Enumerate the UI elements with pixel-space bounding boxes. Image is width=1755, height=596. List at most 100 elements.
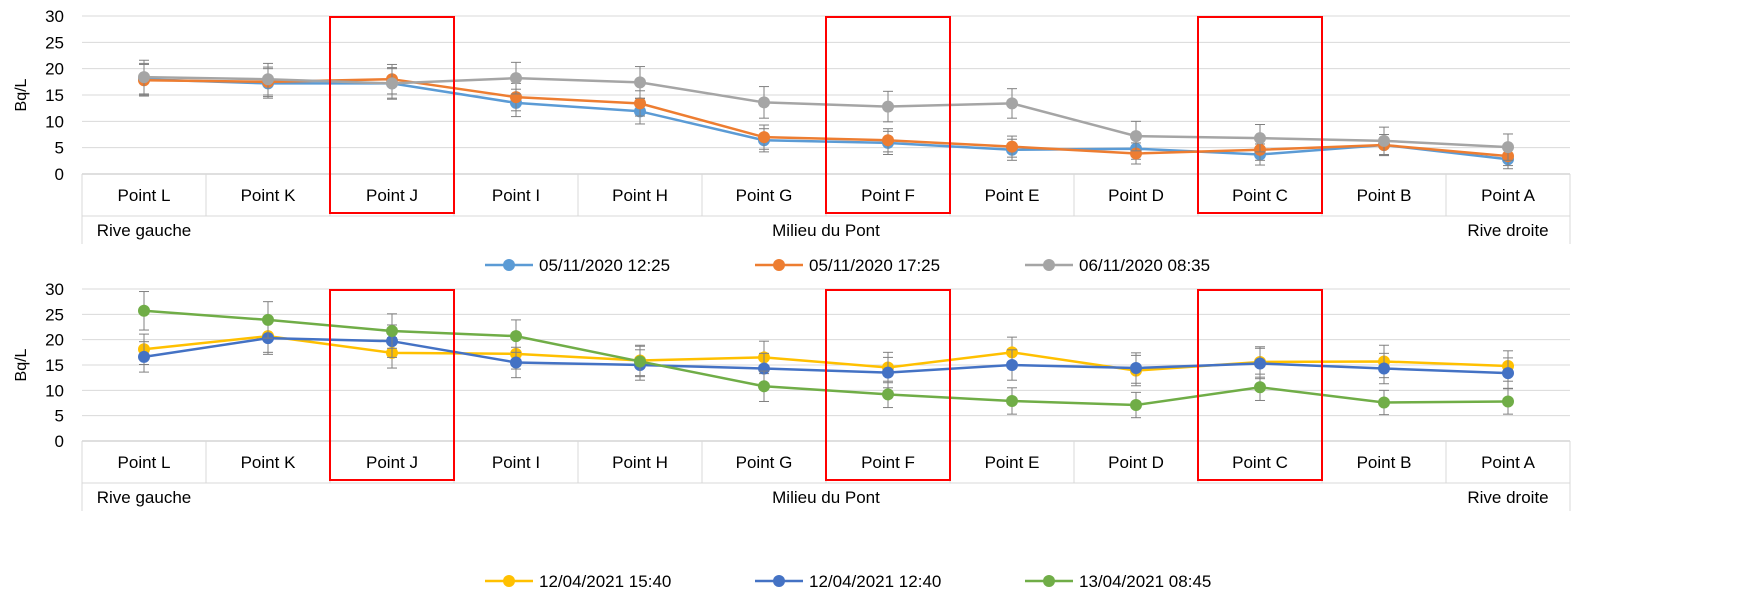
x-tick-label-point-d: Point D: [1108, 186, 1164, 205]
data-point: [882, 134, 894, 147]
x-tick-label-point-b: Point B: [1357, 186, 1412, 205]
highlight-box-point-c: [1197, 289, 1323, 481]
y-tick-label: 10: [45, 112, 64, 131]
y-tick-label: 20: [45, 331, 64, 350]
legend-marker: [773, 259, 785, 271]
legend-marker: [503, 575, 515, 587]
group-label-rive-droite: Rive droite: [1467, 221, 1548, 240]
y-tick-label: 25: [45, 305, 64, 324]
legend-label: 06/11/2020 08:35: [1079, 256, 1210, 275]
y-axis-label: Bq/L: [13, 348, 30, 381]
legend-entry-12-04-2021-12-40: 12/04/2021 12:40: [755, 572, 941, 591]
data-point: [882, 388, 894, 401]
legend-label: 05/11/2020 17:25: [809, 256, 940, 275]
y-tick-label: 30: [45, 7, 64, 26]
data-point: [386, 77, 398, 90]
y-tick-label: 15: [45, 86, 64, 105]
x-tick-label-point-k: Point K: [241, 453, 296, 472]
legend-entry-05-11-2020-12-25: 05/11/2020 12:25: [485, 256, 670, 275]
legend-marker: [1043, 575, 1055, 587]
legend-label: 05/11/2020 12:25: [539, 256, 670, 275]
data-point: [758, 380, 770, 393]
x-tick-label-point-i: Point I: [492, 186, 540, 205]
y-tick-label: 0: [55, 432, 64, 451]
x-tick-label-point-j: Point J: [366, 453, 418, 472]
group-label-milieu-du-pont: Milieu du Pont: [772, 221, 880, 240]
x-tick-label-point-l: Point L: [118, 453, 171, 472]
group-label-rive-droite: Rive droite: [1467, 488, 1548, 507]
x-tick-label-point-f: Point F: [861, 186, 915, 205]
x-tick-label-point-a: Point A: [1481, 186, 1536, 205]
y-tick-label: 5: [55, 139, 64, 158]
data-point: [758, 96, 770, 109]
data-point: [1254, 357, 1266, 370]
data-point: [1502, 395, 1514, 408]
x-tick-label-point-h: Point H: [612, 186, 668, 205]
data-point: [510, 72, 522, 85]
data-point: [1502, 141, 1514, 154]
y-tick-label: 25: [45, 33, 64, 52]
data-point: [1378, 134, 1390, 147]
y-tick-label: 0: [55, 165, 64, 184]
data-point: [758, 131, 770, 144]
data-point: [1254, 381, 1266, 394]
group-label-rive-gauche: Rive gauche: [97, 221, 192, 240]
highlight-box-point-j: [329, 289, 455, 481]
x-tick-label-point-f: Point F: [861, 453, 915, 472]
data-point: [138, 71, 150, 84]
legend-marker: [773, 575, 785, 587]
legend-entry-06-11-2020-08-35: 06/11/2020 08:35: [1025, 256, 1210, 275]
group-label-rive-gauche: Rive gauche: [97, 488, 192, 507]
legend-marker: [1043, 259, 1055, 271]
y-tick-label: 5: [55, 407, 64, 426]
y-tick-label: 15: [45, 356, 64, 375]
data-point: [386, 325, 398, 338]
x-tick-label-point-g: Point G: [736, 453, 793, 472]
chart-bottom: 0 5 10 15 20 25 30 Bq/L Point L Point K Point J Poi…: [13, 280, 1571, 591]
highlight-box-point-f: [825, 16, 951, 214]
y-tick-label: 30: [45, 280, 64, 299]
highlight-box-point-j: [329, 16, 455, 214]
legend-entry-13-04-2021-08-45: 13/04/2021 08:45: [1025, 572, 1211, 591]
data-point: [1006, 394, 1018, 407]
y-tick-label: 20: [45, 60, 64, 79]
x-tick-label-point-h: Point H: [612, 453, 668, 472]
highlight-box-point-f: [825, 289, 951, 481]
legend-entry-12-04-2021-15-40: 12/04/2021 15:40: [485, 572, 671, 591]
data-point: [1006, 140, 1018, 153]
data-point: [1130, 399, 1142, 412]
data-point: [138, 350, 150, 363]
data-point: [1502, 367, 1514, 380]
x-tick-label-point-a: Point A: [1481, 453, 1536, 472]
data-point: [1130, 362, 1142, 375]
x-tick-label-point-i: Point I: [492, 453, 540, 472]
data-point: [1130, 130, 1142, 143]
legend-entry-05-11-2020-17-25: 05/11/2020 17:25: [755, 256, 940, 275]
x-tick-label-point-c: Point C: [1232, 453, 1288, 472]
x-tick-label-point-l: Point L: [118, 186, 171, 205]
data-point: [262, 313, 274, 326]
y-axis-label: Bq/L: [13, 78, 30, 111]
data-point: [1006, 97, 1018, 110]
legend-marker: [503, 259, 515, 271]
legend-label: 12/04/2021 15:40: [539, 572, 671, 591]
data-point: [510, 330, 522, 343]
data-point: [510, 356, 522, 369]
data-point: [1006, 359, 1018, 371]
legend-label: 13/04/2021 08:45: [1079, 572, 1211, 591]
data-point: [1378, 362, 1390, 375]
data-point: [138, 304, 150, 317]
x-tick-label-point-b: Point B: [1357, 453, 1412, 472]
data-point: [634, 76, 646, 89]
x-tick-label-point-g: Point G: [736, 186, 793, 205]
x-tick-label-point-e: Point E: [985, 453, 1040, 472]
group-label-milieu-du-pont: Milieu du Pont: [772, 488, 880, 507]
data-point: [882, 100, 894, 113]
x-tick-label-point-e: Point E: [985, 186, 1040, 205]
data-point: [1254, 132, 1266, 145]
chart-top: 0 5 10 15 20 25 30 Bq/L Point L Point K Point J Poi…: [13, 7, 1571, 275]
data-point: [634, 97, 646, 110]
y-tick-label: 10: [45, 381, 64, 400]
x-tick-label-point-d: Point D: [1108, 453, 1164, 472]
